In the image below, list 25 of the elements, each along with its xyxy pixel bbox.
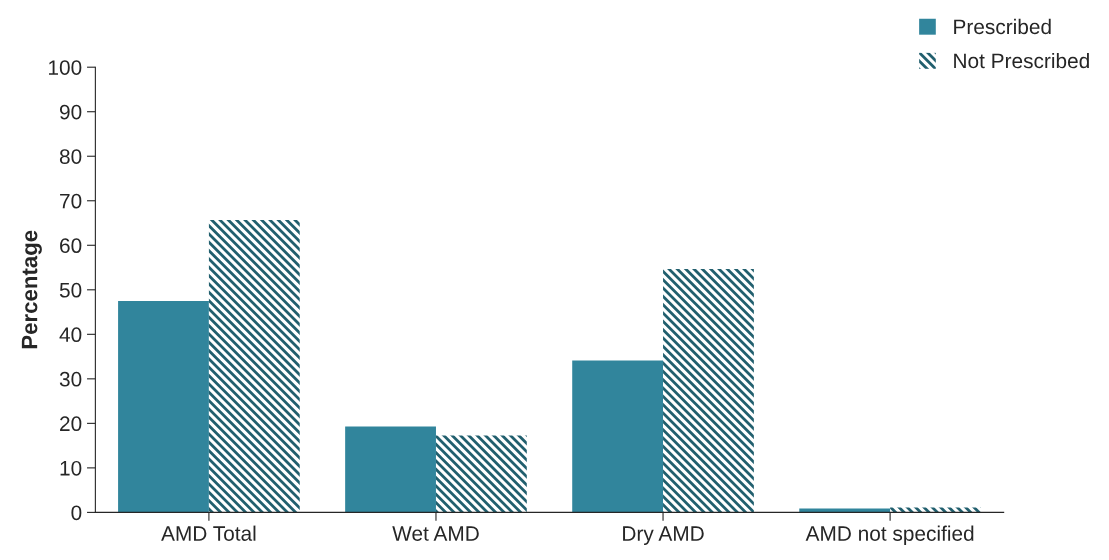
bar [435,435,527,513]
bar [663,268,754,513]
y-tick-label: 10 [60,460,82,476]
y-tick-label: 60 [60,238,82,254]
x-tick-label: Wet AMD [392,526,479,541]
bar [572,360,664,513]
y-tick-label: 90 [59,104,82,120]
bar [208,219,300,513]
y-tick-label: 0 [71,505,82,521]
x-tick-label: AMD Total [161,525,256,541]
legend-label: Not Prescribed [954,52,1089,69]
y-tick-label: 30 [59,371,82,387]
y-tick-label: 70 [60,193,82,209]
y-axis-title: Percentage [21,230,42,349]
y-tick-label: 80 [59,149,82,164]
y-tick-label: 50 [59,282,82,298]
bar [345,426,436,513]
y-tick-label: 20 [60,416,82,432]
x-tick-label: AMD not specified [805,525,974,546]
legend-label: Prescribed [954,18,1051,35]
y-tick-label: 40 [59,327,82,343]
bar [799,508,891,513]
bar [118,300,209,513]
x-tick-label: Dry AMD [623,526,704,546]
y-tick-label: 100 [49,60,82,75]
